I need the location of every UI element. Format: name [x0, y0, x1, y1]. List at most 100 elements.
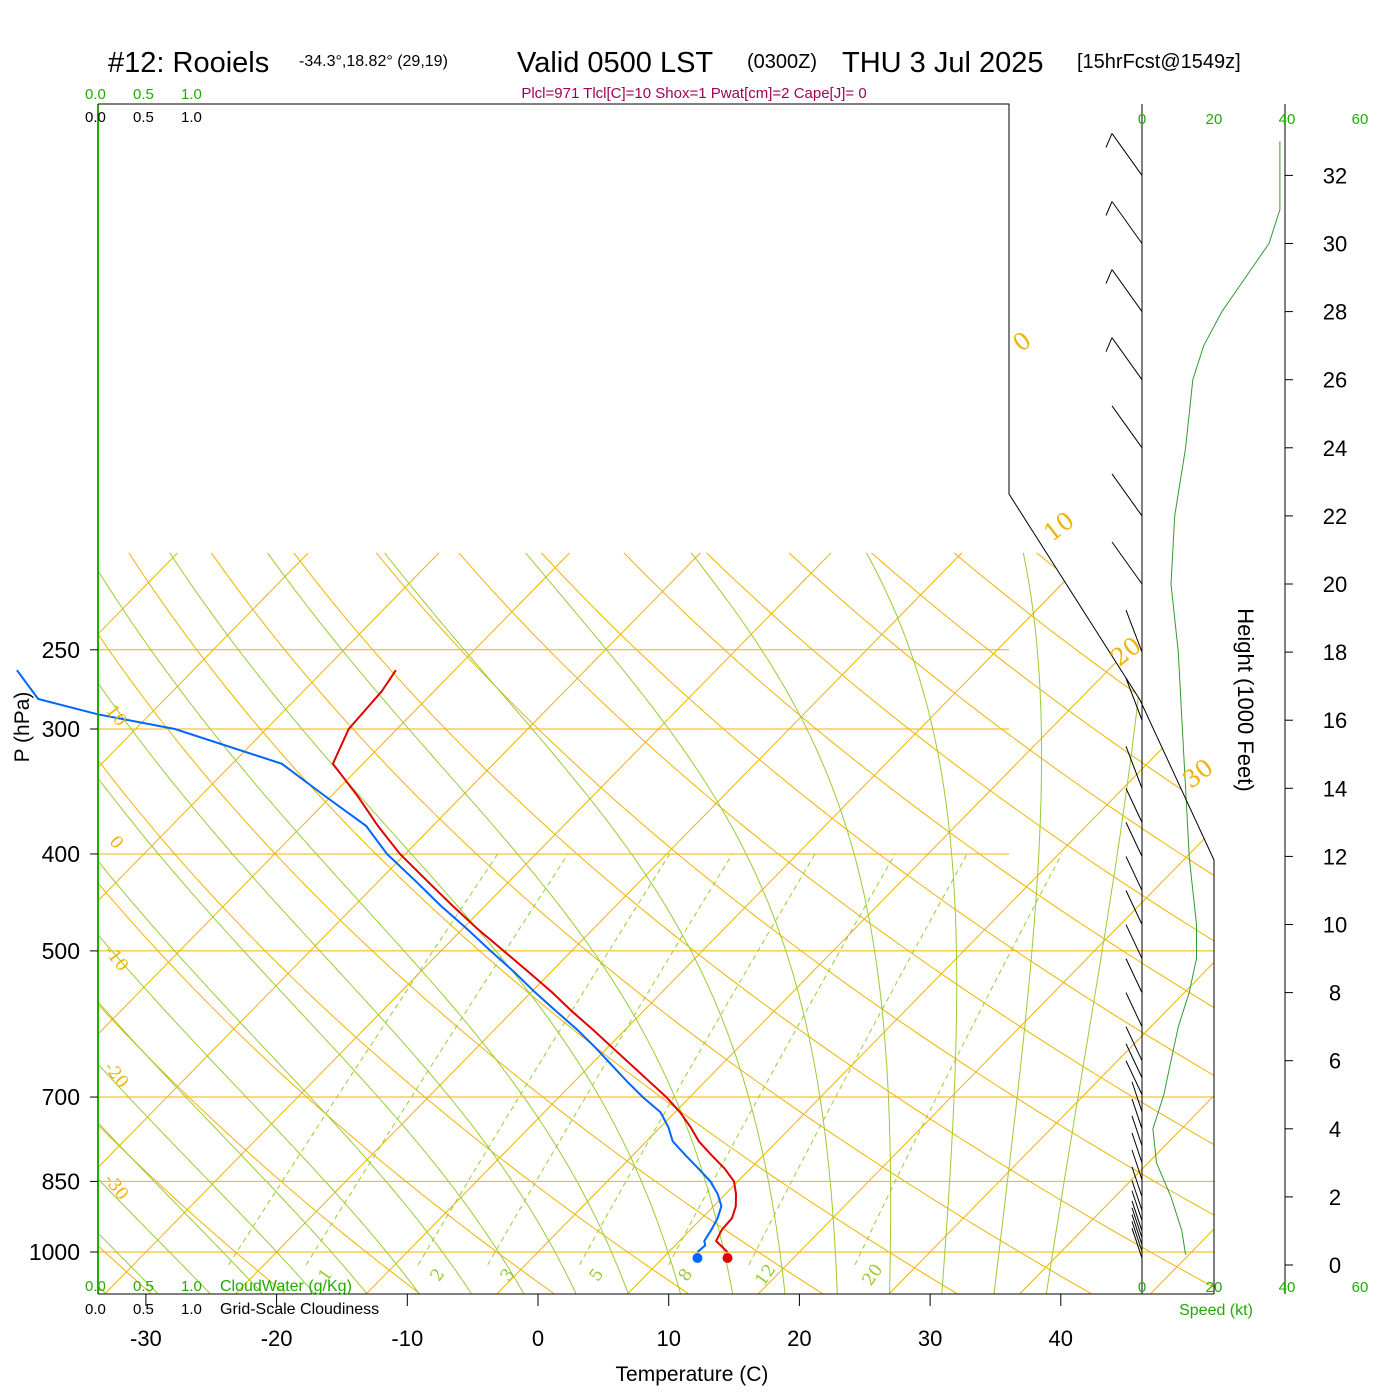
wind-barb	[1131, 1149, 1143, 1181]
wind-barb	[1125, 678, 1143, 721]
dry-adiabat-line	[293, 552, 1214, 1294]
grid-layer	[0, 552, 1400, 1294]
cloudiness-bottom-tick-1: 0.5	[133, 1301, 154, 1318]
dewpoint-line	[16, 669, 723, 1253]
cloudiness-top-tick-0: 0.0	[85, 109, 106, 126]
station-title: #12: Rooiels	[108, 47, 269, 79]
cloudwater-top-tick-1: 0.5	[133, 86, 154, 103]
moist-adiabat-line	[98, 552, 525, 1294]
mixing-ratio-line	[487, 853, 733, 1266]
cloudwater-top-tick-0: 0.0	[85, 86, 106, 103]
dry-adiabat-line	[1367, 553, 1400, 1294]
wind-barb	[1111, 133, 1143, 176]
mixing-ratio-label: 20	[859, 1261, 888, 1290]
speed-top-tick-0: 0	[1138, 111, 1146, 128]
x-tick-label: 10	[656, 1326, 680, 1351]
isotherm-line	[1150, 552, 1214, 1294]
y-tick-label: 850	[42, 1168, 80, 1194]
isotherm-line	[627, 552, 1214, 1294]
dry-adiabat-line	[1201, 552, 1214, 1294]
x-tick-label: 40	[1049, 1326, 1073, 1351]
wind-barb	[1125, 924, 1143, 959]
wind-barb	[1131, 1200, 1143, 1232]
temperature-line	[331, 669, 738, 1253]
mixing-ratio-label: 12	[752, 1261, 781, 1290]
dry-adiabat-line	[541, 552, 1214, 1294]
mixing-ratio-line	[579, 853, 816, 1266]
isotherm-line	[98, 552, 440, 1294]
speed-top-tick-60: 60	[1352, 111, 1369, 128]
isotherm-line	[104, 552, 832, 1294]
dry-adiabat-label: -20	[100, 1058, 133, 1092]
height-tick-label: 14	[1323, 776, 1347, 801]
isotherm-line	[0, 553, 47, 1294]
dry-adiabat-line	[788, 552, 1214, 1294]
height-tick-label: 10	[1323, 913, 1347, 938]
wind-barb	[1111, 405, 1143, 449]
wind-barb-flag	[1105, 201, 1113, 216]
moist-adiabat-line	[169, 552, 681, 1294]
height-tick-label: 32	[1323, 163, 1347, 188]
wind-barb	[1131, 1180, 1143, 1211]
surface-dewpoint-point	[692, 1253, 703, 1263]
isotherm-line	[235, 552, 963, 1294]
wind-barb	[1131, 1098, 1143, 1129]
mixing-ratio-label: 3	[497, 1265, 520, 1285]
cloudwater-bottom-tick-2: 1.0	[181, 1278, 202, 1295]
dry-adiabat-line	[1118, 552, 1214, 1294]
speed-axis-label: Speed (kt)	[1179, 1302, 1253, 1319]
cloudwater-label: CloudWater (g/Kg)	[220, 1278, 352, 1295]
speed-top-tick-20: 20	[1206, 111, 1223, 128]
isotherm-line	[366, 552, 1093, 1294]
utc-time: (0300Z)	[747, 51, 817, 73]
mixing-ratio-label: 8	[675, 1265, 698, 1285]
wind-barb	[1131, 1190, 1143, 1221]
surface-temperature-point	[722, 1253, 733, 1263]
moist-adiabat-line	[98, 552, 368, 1294]
wind-barb	[1125, 890, 1143, 925]
height-tick-label: 0	[1329, 1253, 1341, 1278]
isotherm-line	[1019, 552, 1214, 1294]
isotherm-line	[98, 552, 178, 1294]
wind-barb	[1131, 1207, 1143, 1238]
speed-top-tick-40: 40	[1279, 111, 1296, 128]
x-axis-title: Temperature (C)	[616, 1363, 769, 1386]
wind-barb	[1131, 1228, 1143, 1259]
wind-barb	[1125, 1043, 1143, 1078]
wind-barb	[1131, 1115, 1143, 1146]
height-tick-label: 30	[1323, 232, 1347, 257]
speed-bottom-tick-40: 40	[1279, 1279, 1296, 1296]
y-tick-label: 300	[42, 716, 80, 742]
plot-grid	[0, 552, 1400, 1294]
isotherm-line	[758, 552, 1214, 1294]
y-axis-title: P (hPa)	[11, 692, 34, 763]
height-tick-label: 20	[1323, 572, 1347, 597]
dry-adiabat-line	[458, 552, 1214, 1294]
height-tick-label: 2	[1329, 1185, 1341, 1210]
cloudwater-top-tick-2: 1.0	[181, 86, 202, 103]
wind-barb	[1125, 1060, 1143, 1095]
mixing-ratio-line	[668, 853, 896, 1266]
moist-adiabat-line	[267, 552, 734, 1294]
wind-barb	[1131, 1132, 1143, 1164]
valid-time: Valid 0500 LST	[517, 47, 713, 79]
isotherm-line	[98, 552, 309, 1294]
moist-adiabat-line	[993, 552, 1043, 1294]
speed-bottom-tick-0: 0	[1138, 1279, 1146, 1296]
dry-adiabat-line	[623, 552, 1214, 1294]
isotherm-line	[497, 552, 1214, 1294]
station-coords: -34.3°,18.82° (29,19)	[299, 53, 448, 70]
dry-adiabat-label: -30	[100, 1170, 133, 1204]
x-tick-label: 0	[532, 1326, 544, 1351]
dry-adiabat-label: 10	[101, 701, 130, 730]
speed-bottom-tick-20: 20	[1206, 1279, 1223, 1296]
moist-adiabat-line	[98, 552, 472, 1294]
wind-barb-flag	[1105, 337, 1113, 352]
dry-adiabat-line	[98, 552, 689, 1294]
dry-adiabat-line	[128, 552, 957, 1294]
isotherm-label: 10	[1038, 506, 1079, 547]
x-tick-label: -20	[261, 1326, 293, 1351]
mixing-ratio-line	[417, 853, 671, 1266]
y-tick-label: 250	[42, 637, 80, 663]
